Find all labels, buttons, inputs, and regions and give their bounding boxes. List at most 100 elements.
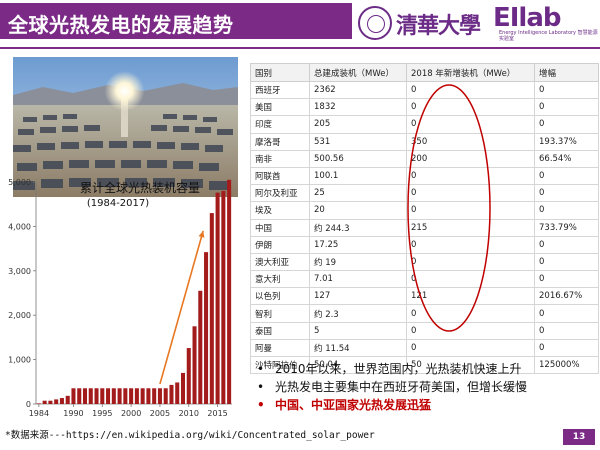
chart-bar — [71, 388, 76, 404]
y-tick-label: 5,000 — [8, 178, 31, 187]
column-header-total-capacity: 总建成装机（MWe） — [309, 63, 407, 82]
y-tick-label: 0 — [26, 400, 31, 409]
chart-bar — [186, 348, 191, 404]
cell-total-capacity: 100.1 — [309, 166, 407, 186]
chart-bar — [140, 388, 145, 404]
x-tick-label: 2010 — [179, 409, 199, 418]
cell-country: 中国 — [250, 218, 310, 237]
bullet-dot-icon: • — [257, 362, 265, 376]
chart-bar — [88, 388, 93, 404]
cell-total-capacity: 127 — [309, 287, 407, 306]
chart-bar — [192, 326, 197, 404]
table-row: 摩洛哥 531 350 193.37% — [250, 132, 599, 151]
chart-bar — [106, 388, 111, 404]
chart-title: 累计全球光热装机容量 — [80, 180, 200, 195]
cell-growth: 0 — [534, 270, 599, 289]
bullet-item: • 中国、中亚国家光热发展迅猛 — [257, 396, 527, 414]
x-tick-label: 1995 — [92, 409, 112, 418]
cell-growth: 0 — [534, 304, 599, 323]
bullet-item: • 2010年以来，世界范围内，光热装机快速上升 — [257, 360, 527, 378]
cell-country: 澳大利亚 — [250, 252, 310, 272]
eilab-logo-subtitle: Energy Intelligence Laboratory 智慧能源实验室 — [499, 30, 598, 42]
trend-arrow-line — [159, 230, 204, 385]
tsinghua-logo-text: 清華大學 — [396, 13, 481, 39]
table-row: 伊朗 17.25 0 0 — [250, 235, 599, 254]
table-header-row: 国别 总建成装机（MWe） 2018 年新增装机（MWe） 增幅 — [250, 63, 599, 82]
tsinghua-seal-logo — [358, 6, 392, 40]
x-tick-label: 1984 — [29, 409, 49, 418]
cell-growth: 0 — [534, 338, 599, 358]
y-tick-label: 2,000 — [8, 311, 31, 320]
cell-country: 阿联酋 — [250, 166, 310, 186]
chart-bar — [59, 398, 64, 404]
cell-country: 阿尔及利亚 — [250, 184, 310, 203]
bullet-dot-icon: • — [257, 380, 265, 394]
cell-total-capacity: 7.01 — [309, 270, 407, 289]
cell-new-capacity: 0 — [406, 338, 535, 358]
cell-growth: 0 — [534, 166, 599, 186]
title-bar: 全球光热发电的发展趋势 — [0, 3, 352, 39]
table-row: 阿尔及利亚 25 0 0 — [250, 184, 599, 203]
eilab-logo: EIlab — [493, 3, 562, 33]
table-row: 阿曼约 11.54 0 0 — [250, 338, 599, 358]
chart-bar — [152, 388, 157, 404]
cell-total-capacity: 约 11.54 — [309, 338, 407, 358]
bullet-text: 2010年以来，世界范围内，光热装机快速上升 — [275, 362, 522, 376]
cell-country: 智利 — [250, 304, 310, 323]
chart-bar — [94, 388, 99, 404]
chart-bar — [175, 382, 180, 404]
table-row: 埃及 20 0 0 — [250, 201, 599, 220]
cell-growth: 66.54% — [534, 149, 599, 168]
cell-country: 南非 — [250, 149, 310, 168]
chart-bar — [157, 388, 162, 404]
y-tick-label: 4,000 — [8, 222, 31, 231]
table-row: 沙特阿拉伯 50.04 50 125000% — [250, 355, 599, 375]
chart-bar — [129, 388, 134, 404]
chart-bar — [77, 388, 82, 404]
bullet-text: 中国、中亚国家光热发展迅猛 — [275, 398, 432, 412]
bullet-item: • 光热发电主要集中在西班牙荷美国，但增长缓慢 — [257, 378, 527, 396]
solar-tower-field-photo — [13, 57, 238, 197]
cell-country: 美国 — [250, 98, 310, 117]
trend-arrow-head-icon — [198, 230, 205, 238]
chart-bar — [54, 399, 59, 404]
column-header-growth: 增幅 — [534, 63, 599, 82]
chart-bar — [146, 388, 151, 404]
cell-country: 伊朗 — [250, 235, 310, 254]
bullet-dot-icon: • — [257, 398, 265, 412]
chart-bar — [100, 388, 105, 404]
cell-country: 西班牙 — [250, 80, 310, 100]
y-tick-label: 3,000 — [8, 267, 31, 276]
cell-total-capacity: 20 — [309, 201, 407, 220]
data-source-note: *数据来源---https://en.wikipedia.org/wiki/Co… — [5, 430, 375, 441]
cell-total-capacity: 1832 — [309, 98, 407, 117]
cell-total-capacity: 2362 — [309, 80, 407, 100]
cell-growth: 0 — [534, 115, 599, 134]
chart-bar — [82, 388, 88, 404]
table-row: 阿联酋 100.1 0 0 — [250, 166, 599, 186]
cell-country: 以色列 — [250, 287, 310, 306]
column-header-new-capacity-2018: 2018 年新增装机（MWe） — [406, 63, 535, 82]
cell-growth: 2016.67% — [534, 287, 599, 306]
cell-total-capacity: 531 — [309, 132, 407, 151]
x-tick-label: 1990 — [63, 409, 83, 418]
slide-title: 全球光热发电的发展趋势 — [8, 13, 234, 37]
header-divider — [0, 47, 600, 49]
highlight-oval — [407, 84, 491, 332]
chart-bar — [123, 388, 128, 404]
chart-bar — [42, 400, 47, 404]
column-header-country: 国别 — [250, 63, 310, 82]
capacity-chart: 0 1,000 2,000 3,000 4,000 5,000 1984 1990 1995 20… — [0, 176, 240, 420]
chart-bar — [117, 388, 122, 404]
slide-header: 全球光热发电的发展趋势 清華大學 EIlab Energy Intelligen… — [0, 0, 600, 49]
page-number: 13 — [563, 429, 595, 445]
cell-total-capacity: 25 — [309, 184, 407, 203]
cell-growth: 0 — [534, 201, 599, 220]
chart-bar — [36, 403, 41, 404]
chart-bar — [227, 179, 232, 404]
solar-field-illustration — [13, 57, 238, 197]
cell-country: 印度 — [250, 115, 310, 134]
chart-bar — [180, 372, 186, 404]
cell-growth: 0 — [534, 80, 599, 100]
cell-country: 意大利 — [250, 270, 310, 289]
